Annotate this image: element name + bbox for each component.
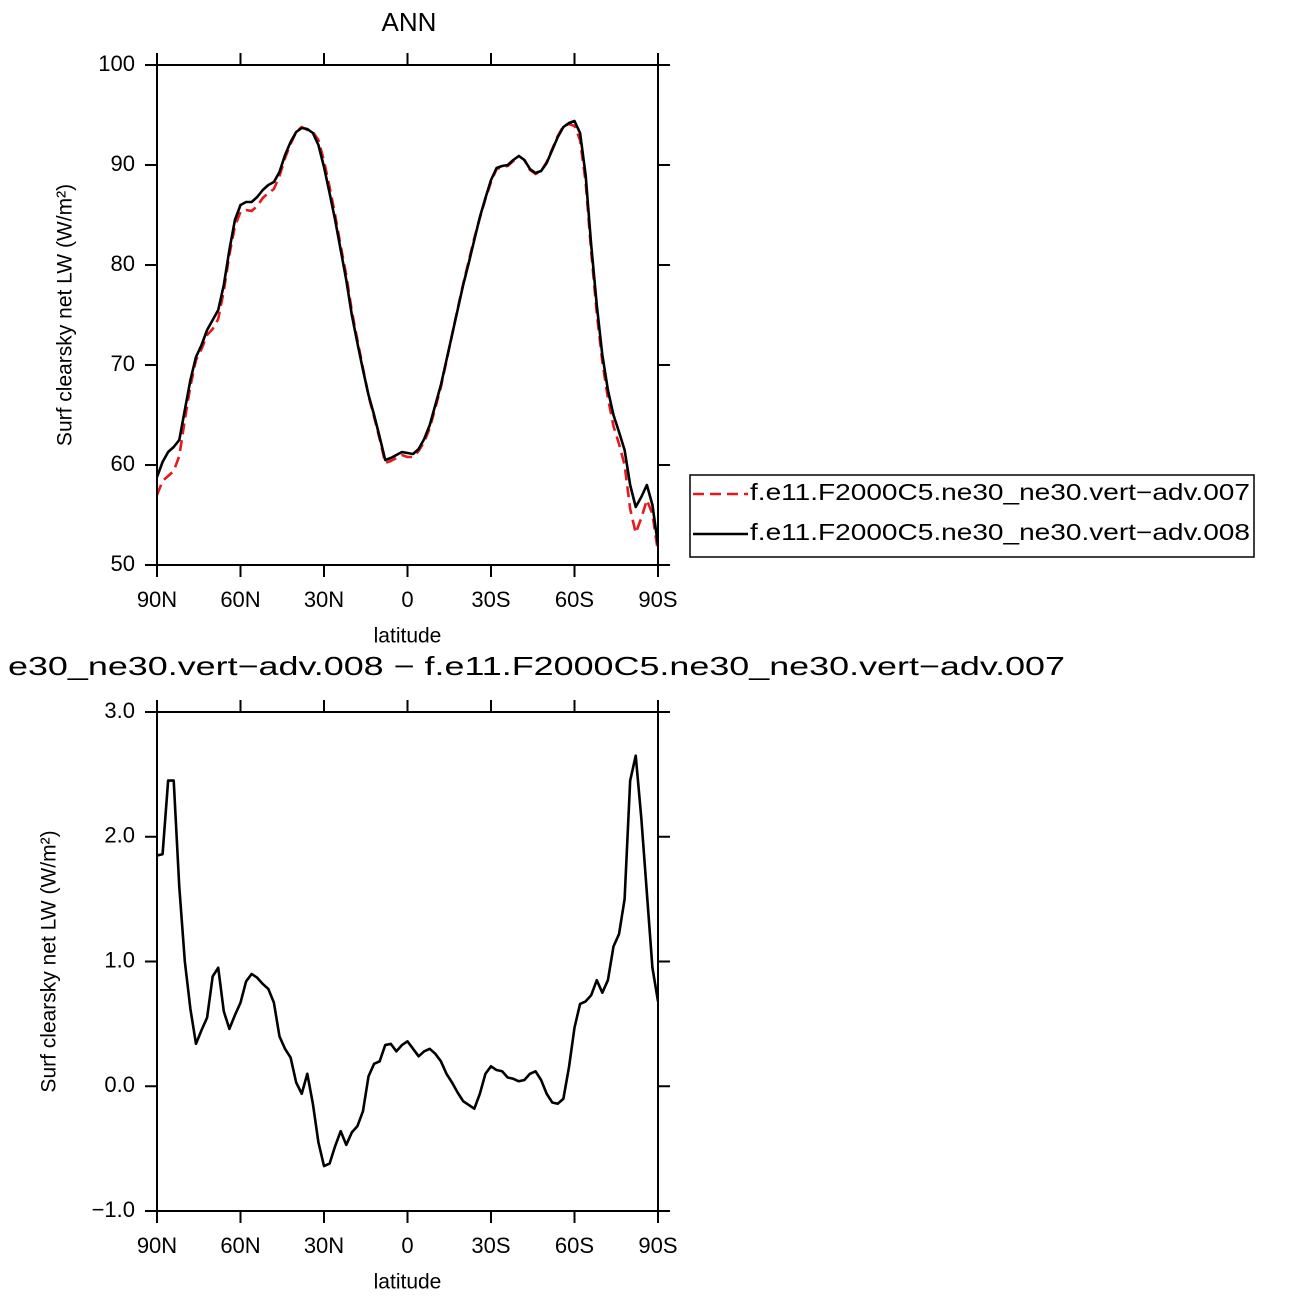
x-tick-label: 30N [304,1233,344,1258]
x-tick-label: 90S [638,587,677,612]
y-tick-label: 60 [111,451,135,476]
x-axis-title: latitude [374,625,442,648]
chart-title: e30_ne30.vert−adv.008 − f.e11.F2000C5.ne… [8,651,1065,681]
y-tick-label: 80 [111,251,135,276]
plot-frame [156,711,659,1212]
data-line [157,119,658,546]
data-group [157,119,658,553]
x-axis-title: latitude [374,1271,442,1294]
y-tick-label: 2.0 [104,823,135,848]
y-tick-label: 50 [111,551,135,576]
x-tick-label: 60S [555,587,594,612]
y-tick-label: 1.0 [104,947,135,972]
data-group [157,754,658,1168]
x-tick-label: 90N [137,587,177,612]
legend-label: f.e11.F2000C5.ne30_ne30.vert−adv.008 [750,519,1250,545]
x-tick-label: 60N [220,587,260,612]
legend-label: f.e11.F2000C5.ne30_ne30.vert−adv.007 [750,479,1250,505]
y-axis-title: Surf clearsky net LW (W/m²) [38,830,61,1092]
y-tick-label: −1.0 [92,1197,135,1222]
data-line [157,754,658,1168]
plot-frame [156,64,659,566]
legend-box [689,474,1255,558]
x-tick-label: 30S [471,587,510,612]
y-tick-label: 100 [98,51,135,76]
x-tick-label: 60S [555,1233,594,1258]
x-tick-label: 0 [401,1233,413,1258]
x-tick-label: 0 [401,587,413,612]
x-tick-label: 90N [137,1233,177,1258]
y-tick-label: 3.0 [104,698,135,723]
y-tick-label: 90 [111,151,135,176]
x-tick-label: 30S [471,1233,510,1258]
plot-panel: ANN 50 60 70 80 90 100 90N 60N 30N 0 30S 60S 90S latit… [54,7,1255,648]
x-tick-label: 60N [220,1233,260,1258]
chart-title: ANN [382,7,437,37]
plot-panel: e30_ne30.vert−adv.008 − f.e11.F2000C5.ne… [8,651,1065,1294]
y-tick-label: 70 [111,351,135,376]
data-line [157,122,658,553]
x-tick-label: 30N [304,587,344,612]
y-axis-title: Surf clearsky net LW (W/m²) [54,184,77,446]
x-tick-label: 90S [638,1233,677,1258]
y-tick-label: 0.0 [104,1072,135,1097]
legend: f.e11.F2000C5.ne30_ne30.vert−adv.007 f.e1… [689,474,1255,558]
